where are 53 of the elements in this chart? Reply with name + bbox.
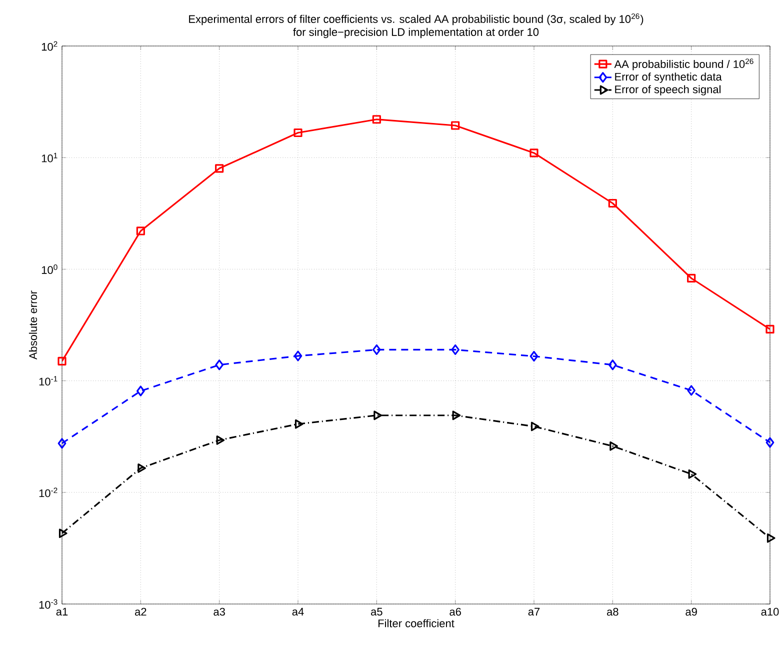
point [58,438,66,449]
point [58,528,68,538]
x-tick-label: a4 [292,608,304,616]
point [530,350,538,362]
y-tick-label: 10$^{-1}$ [39,376,58,386]
x-tick-label: a1 [56,608,68,616]
x-tick-label: a5 [371,608,382,616]
point [452,410,461,420]
point [766,324,774,334]
x-tick-label: a2 [135,608,146,616]
point [294,350,302,362]
x-tick-label: a3 [214,608,225,616]
point [372,344,381,355]
y-tick-label: 10$^{-2}$ [39,488,58,498]
y-axis-title: Absolute error [28,290,38,360]
point [215,164,224,173]
point [530,422,540,432]
x-tick-label: a10 [761,608,779,616]
point [766,437,774,448]
y-tick-label: 10$^{1}$ [42,152,58,162]
point [451,344,460,355]
point [136,226,145,236]
point [687,385,696,396]
chart-subtitle: for single−precision LD implementation at order 10 [293,28,539,38]
point [608,198,617,208]
x-tick-label: a8 [607,608,618,616]
point [608,360,617,370]
point [138,463,146,473]
x-axis-title: Filter coefficient [378,619,454,628]
point [766,533,776,543]
legend-label: Error of synthetic data [615,72,722,83]
point [294,419,304,429]
point [58,356,66,366]
point [372,115,381,124]
point [451,121,460,130]
point [610,441,618,451]
point [530,148,538,158]
point [216,435,225,445]
y-tick-label: 10$^{0}$ [42,264,58,274]
point [374,410,382,420]
y-tick-label: 10$^{-3}$ [39,599,58,609]
x-tick-label: a6 [450,608,461,616]
point [136,386,145,396]
point [687,274,696,283]
point [688,469,697,479]
x-tick-label: a9 [686,608,697,616]
point [294,128,302,138]
y-tick-label: 10$^{2}$ [42,41,58,51]
legend-label: AA probabilistic bound / 10$^{26}$ [614,58,754,70]
point [215,360,224,370]
x-tick-label: a7 [528,608,540,616]
legend-label: Error of speech signal [615,85,720,96]
chart-title: Experimental errors of filter coefficients vs. scaled AA probabilistic bound (3σ, scaled by 10$^{26}$) [189,13,644,26]
